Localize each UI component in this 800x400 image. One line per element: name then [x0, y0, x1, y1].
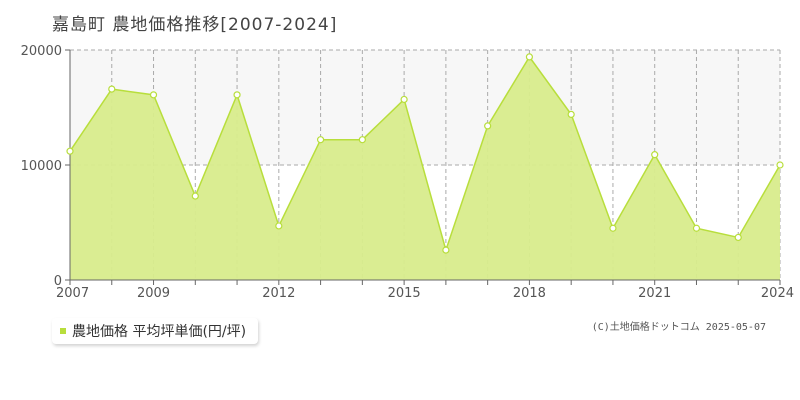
data-point: [484, 122, 492, 130]
chart-title: 嘉島町 農地価格推移[2007-2024]: [52, 15, 338, 35]
x-tick-label: 2009: [137, 286, 170, 301]
data-point: [734, 233, 742, 242]
data-points: [66, 53, 784, 254]
legend: 農地価格 平均坪単価(円/坪): [52, 318, 259, 344]
data-point: [275, 222, 283, 230]
data-point: [609, 224, 617, 232]
area-series: [69, 55, 781, 281]
data-point: [567, 110, 575, 119]
x-tick-label: 2007: [56, 286, 89, 301]
y-tick-label: 20000: [21, 44, 62, 59]
data-point: [651, 151, 659, 159]
x-tick-label: 2015: [388, 286, 421, 301]
data-point: [233, 91, 241, 99]
plot-band: [70, 50, 780, 165]
data-point: [692, 224, 701, 232]
data-point: [776, 161, 784, 169]
series-line: [69, 55, 781, 253]
data-point: [525, 53, 534, 61]
data-point: [316, 136, 325, 144]
x-tick-label: 2012: [262, 286, 295, 301]
x-tick-label: 2021: [638, 286, 671, 301]
tick-labels: 0 10000 20000 2007 2009 2012 2015 2018 2021 2024: [21, 44, 794, 301]
axes: [65, 49, 781, 285]
y-tick-label: 10000: [21, 159, 62, 174]
credit-text: (C)土地価格ドットコム 2025-05-07: [591, 322, 766, 333]
x-tick-label: 2018: [513, 286, 546, 301]
y-tick-label: 0: [54, 274, 62, 289]
legend-label: 農地価格 平均坪単価(円/坪): [72, 324, 247, 340]
upper-band: [70, 50, 780, 165]
data-point: [442, 246, 450, 254]
x-tick-label: 2024: [761, 286, 794, 301]
data-point: [191, 192, 199, 200]
data-point: [358, 136, 366, 144]
data-point: [66, 147, 74, 155]
data-point: [108, 85, 116, 93]
data-point: [400, 95, 408, 104]
legend-swatch: [60, 328, 66, 334]
series-area: [70, 56, 780, 281]
data-point: [149, 91, 158, 99]
